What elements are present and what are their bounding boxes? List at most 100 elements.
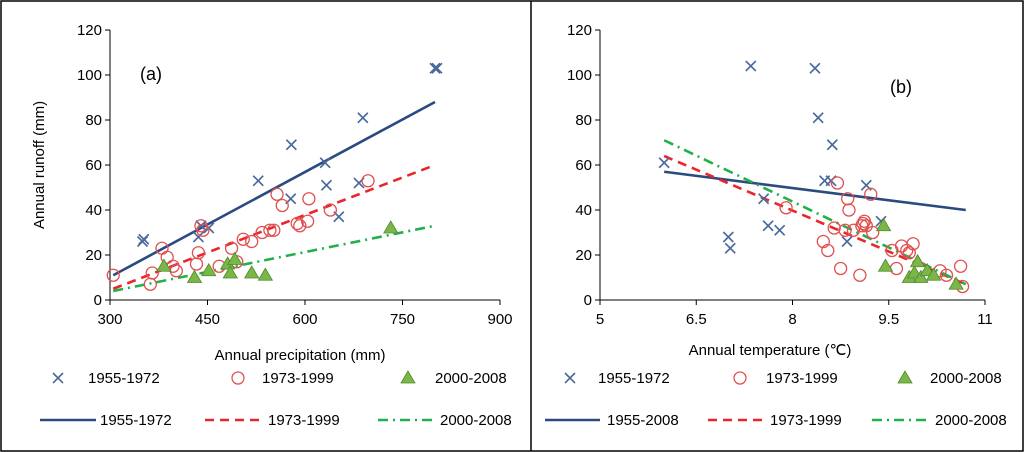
y-tick-label: 0 (584, 292, 592, 309)
data-point-1973-1999 (270, 187, 284, 201)
x-tick-label: 300 (97, 311, 122, 328)
panel-label: (b) (890, 77, 912, 97)
x-tick-label: 9.5 (878, 311, 899, 328)
data-point-1973-1999 (846, 223, 861, 237)
y-tick-label: 20 (85, 247, 102, 264)
data-point-1955-1972 (826, 139, 838, 151)
x-tick-label: 900 (487, 311, 512, 328)
x-tick-label: 11 (977, 311, 993, 328)
data-point-2000-2008 (913, 269, 929, 283)
data-point-1973-1999 (953, 259, 968, 273)
y-axis-label: Annual runoff (mm) (31, 101, 48, 229)
data-point-2000-2008 (877, 258, 894, 272)
data-point-2000-2008 (257, 267, 274, 281)
y-tick-label: 60 (575, 157, 592, 174)
data-point-1973-1999 (838, 223, 852, 237)
legend-label: 1955-1972 (598, 370, 670, 387)
data-point-1955-1972 (138, 233, 150, 245)
legend-label: 1973-1999 (770, 412, 842, 429)
data-point-2000-2008 (227, 251, 243, 265)
data-point-2000-2008 (156, 258, 172, 272)
data-point-1955-1972 (357, 112, 369, 124)
y-tick-label: 20 (575, 247, 592, 264)
data-point-1955-1972 (320, 179, 333, 191)
data-point-1973-1999 (866, 225, 880, 240)
y-tick-label: 60 (85, 157, 102, 174)
data-point-1973-1999 (245, 234, 259, 249)
x-tick-label: 5 (596, 311, 604, 328)
data-point-1973-1999 (302, 192, 316, 206)
data-point-2000-2008 (186, 269, 203, 283)
panel-label: (a) (140, 64, 162, 84)
data-point-1973-1999 (106, 268, 120, 282)
data-point-1955-1972 (809, 62, 821, 74)
data-point-1973-1999 (290, 216, 304, 231)
data-point-1955-1972 (758, 193, 770, 205)
legend-label: 1955-2008 (607, 412, 679, 429)
data-point-1955-1972 (774, 224, 786, 236)
data-point-1973-1999 (842, 203, 856, 217)
data-point-1973-1999 (902, 246, 916, 260)
legend-marker-2000-2008 (400, 370, 416, 384)
legend-label: 1973-1999 (766, 370, 838, 387)
data-point-1973-1999 (191, 246, 206, 260)
data-point-1973-1999 (856, 216, 870, 231)
data-point-1973-1999 (864, 187, 878, 201)
data-point-1955-1972 (429, 62, 441, 74)
data-point-1973-1999 (145, 266, 159, 280)
legend-marker-2000-2008 (897, 370, 913, 384)
data-point-1973-1999 (224, 241, 239, 255)
legend-label: 2000-2008 (440, 412, 512, 429)
y-tick-label: 40 (575, 202, 592, 219)
data-point-1955-1972 (745, 60, 757, 72)
x-tick-label: 8 (788, 311, 796, 328)
data-point-1973-1999 (267, 223, 281, 237)
x-tick-label: 450 (195, 311, 220, 328)
y-tick-label: 40 (85, 202, 102, 219)
data-point-1973-1999 (821, 243, 835, 258)
y-tick-label: 100 (567, 67, 592, 84)
data-point-1973-1999 (906, 237, 920, 251)
y-tick-label: 120 (567, 22, 592, 39)
data-point-1955-1972 (319, 157, 331, 169)
data-point-2000-2008 (948, 276, 964, 290)
legend-marker-1973-1999 (733, 371, 747, 385)
data-point-2000-2008 (909, 253, 926, 268)
data-point-1973-1999 (779, 201, 793, 215)
y-tick-label: 80 (575, 112, 592, 129)
data-point-1955-1972 (812, 112, 824, 124)
legend-marker-1955-1972 (564, 372, 576, 384)
y-tick-label: 0 (94, 292, 102, 309)
panel-a: 0 20 40 60 80 100 120 300 450 600 750 900 Annual pre… (31, 22, 513, 429)
legend-label: 1955-1972 (88, 370, 160, 387)
legend-label: 1973-1999 (262, 370, 334, 387)
x-tick-label: 750 (390, 311, 415, 328)
data-point-1955-1972 (722, 231, 734, 243)
y-tick-label: 120 (77, 22, 102, 39)
data-point-1973-1999 (300, 214, 315, 228)
legend-marker-1955-1972 (52, 372, 64, 384)
data-point-2000-2008 (383, 220, 399, 234)
data-point-1973-1999 (236, 232, 250, 246)
data-point-2000-2008 (201, 262, 217, 277)
panel-b: 0 20 40 60 80 100 120 5 6.5 8 9.5 11 Annual temperat… (545, 22, 1007, 429)
legend-label: 1973-1999 (268, 412, 340, 429)
legend-label: 2000-2008 (930, 370, 1002, 387)
data-point-1955-1972 (431, 62, 443, 74)
data-point-1973-1999 (196, 223, 210, 237)
data-point-1973-1999 (853, 268, 867, 282)
legend-label: 1955-1972 (100, 412, 172, 429)
legend-label: 2000-2008 (935, 412, 1007, 429)
data-point-1955-1972 (841, 235, 853, 248)
data-point-1955-1972 (762, 220, 774, 232)
data-point-1973-1999 (293, 219, 307, 233)
x-axis-label: Annual temperature (℃) (689, 342, 852, 359)
data-point-2000-2008 (222, 265, 238, 279)
data-point-1973-1999 (833, 261, 848, 276)
data-point-1973-1999 (361, 174, 375, 188)
data-point-1955-1972 (285, 139, 297, 151)
trendline-1955-2008 (664, 170, 966, 212)
data-point-1973-1999 (323, 203, 338, 217)
